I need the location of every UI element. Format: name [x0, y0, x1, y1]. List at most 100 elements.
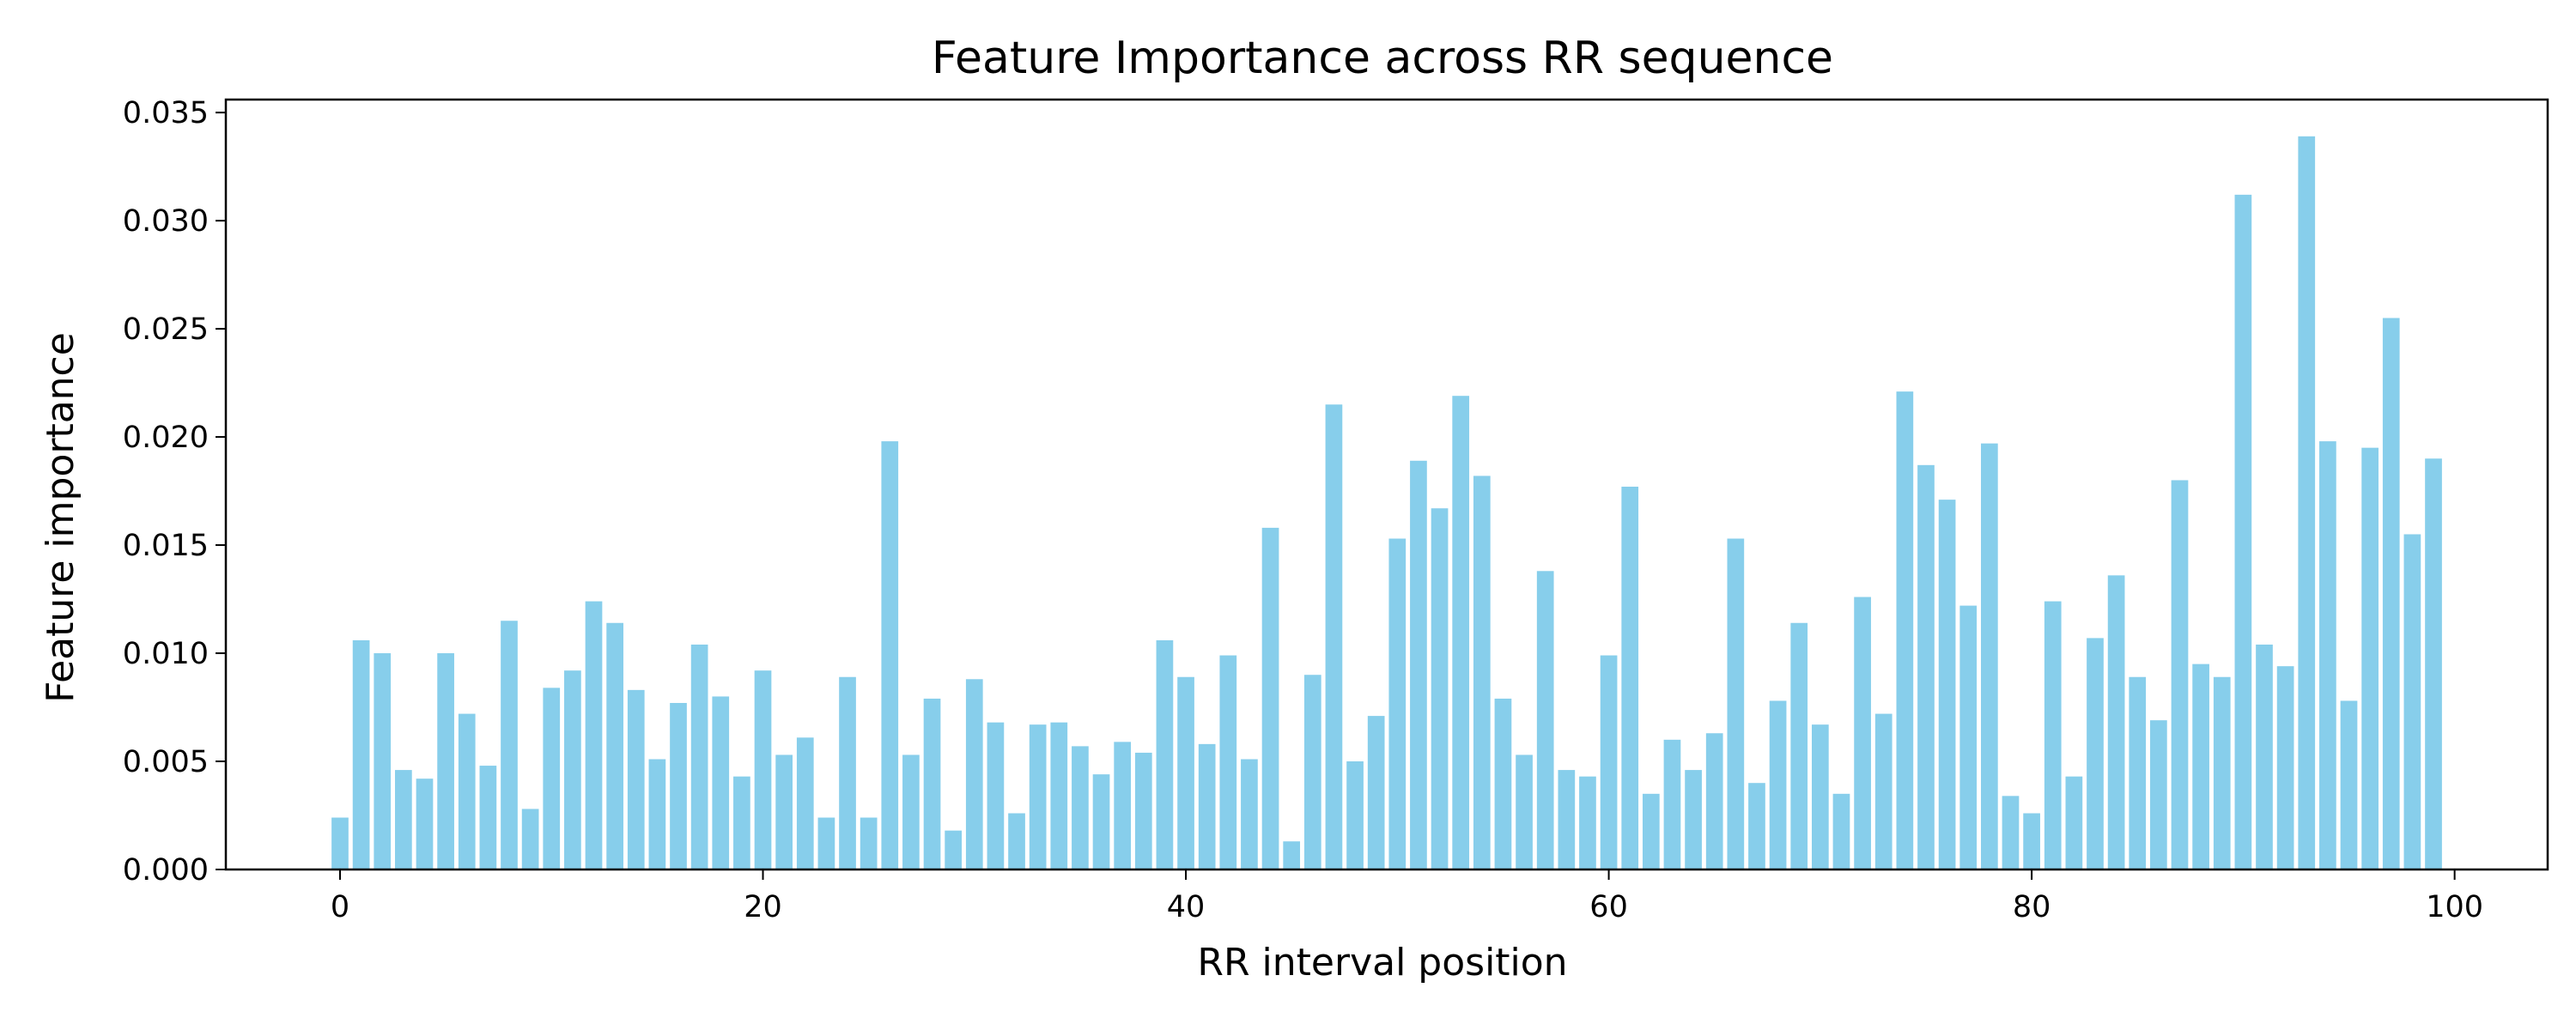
- bar-59: [1579, 776, 1596, 869]
- bar-88: [2192, 663, 2209, 869]
- bar-81: [2044, 601, 2062, 869]
- bar-29: [945, 830, 963, 869]
- bar-89: [2213, 676, 2231, 869]
- bar-43: [1241, 759, 1258, 869]
- bar-15: [648, 759, 666, 869]
- bar-7: [479, 766, 497, 869]
- bar-38: [1134, 752, 1152, 869]
- bar-76: [1938, 500, 1956, 869]
- bar-85: [2129, 676, 2147, 869]
- bar-2: [374, 653, 392, 869]
- x-axis-ticks: 0 20 40 60 80 100: [331, 869, 2483, 924]
- bar-51: [1410, 460, 1427, 869]
- bar-27: [902, 754, 920, 869]
- y-tick-label: 0.030: [123, 204, 209, 239]
- bar-97: [2382, 318, 2400, 869]
- bar-83: [2087, 638, 2104, 869]
- bar-39: [1156, 639, 1174, 869]
- bar-9: [521, 809, 539, 869]
- bar-79: [2002, 796, 2020, 869]
- bar-11: [564, 670, 581, 869]
- bar-80: [2023, 813, 2040, 869]
- x-tick-label: 0: [331, 890, 349, 924]
- bar-37: [1114, 742, 1132, 869]
- bar-56: [1516, 754, 1533, 869]
- bar-26: [881, 441, 899, 869]
- bar-58: [1558, 770, 1576, 869]
- bar-31: [987, 722, 1005, 869]
- bar-46: [1303, 675, 1321, 869]
- bar-99: [2425, 458, 2442, 869]
- bar-17: [690, 644, 708, 869]
- x-tick-label: 100: [2426, 890, 2483, 924]
- bar-67: [1748, 783, 1765, 869]
- bar-33: [1029, 724, 1047, 869]
- bar-12: [585, 601, 603, 869]
- bar-5: [437, 653, 454, 869]
- bar-98: [2403, 534, 2421, 869]
- bar-54: [1473, 476, 1491, 869]
- bar-65: [1705, 733, 1723, 869]
- x-tick-label: 40: [1167, 890, 1206, 924]
- bar-71: [1832, 793, 1850, 869]
- y-tick-label: 0.020: [123, 421, 209, 455]
- y-tick-label: 0.010: [123, 637, 209, 671]
- bar-22: [796, 737, 814, 869]
- bar-34: [1050, 722, 1068, 869]
- bar-14: [627, 689, 645, 869]
- bar-20: [754, 670, 772, 869]
- bar-49: [1367, 716, 1385, 869]
- bar-35: [1072, 746, 1089, 869]
- bar-23: [817, 817, 835, 869]
- bar-28: [923, 698, 941, 869]
- bar-63: [1663, 739, 1681, 869]
- bar-24: [839, 676, 856, 869]
- bar-73: [1874, 713, 1893, 869]
- bar-87: [2171, 480, 2189, 869]
- bar-1: [352, 639, 370, 869]
- bar-92: [2276, 666, 2294, 869]
- bar-78: [1981, 443, 1998, 869]
- y-tick-label: 0.000: [123, 853, 209, 888]
- bar-36: [1092, 774, 1110, 869]
- bar-30: [965, 679, 983, 869]
- y-tick-label: 0.035: [123, 96, 209, 130]
- y-tick-label: 0.005: [123, 745, 209, 779]
- bar-66: [1727, 538, 1745, 869]
- bar-82: [2065, 776, 2083, 869]
- y-tick-label: 0.025: [123, 312, 209, 347]
- bar-64: [1685, 770, 1702, 869]
- bar-53: [1452, 396, 1470, 869]
- bar-42: [1219, 655, 1237, 869]
- bar-55: [1494, 698, 1512, 869]
- bar-21: [775, 754, 793, 869]
- bar-16: [670, 702, 687, 869]
- bar-0: [331, 817, 349, 869]
- bar-91: [2256, 644, 2273, 869]
- bar-40: [1177, 676, 1194, 869]
- bar-57: [1536, 571, 1554, 869]
- y-axis-label: Feature importance: [39, 332, 82, 703]
- bar-60: [1600, 655, 1618, 869]
- bar-93: [2298, 136, 2316, 869]
- bar-90: [2234, 194, 2252, 869]
- bar-69: [1790, 622, 1808, 869]
- bar-48: [1346, 761, 1364, 869]
- bar-10: [543, 688, 561, 869]
- bar-18: [712, 696, 730, 869]
- bar-70: [1811, 724, 1829, 869]
- bar-77: [1959, 605, 1978, 869]
- x-tick-label: 80: [2013, 890, 2051, 924]
- chart-title: Feature Importance across RR sequence: [932, 33, 1833, 84]
- bar-74: [1896, 391, 1914, 869]
- bar-96: [2361, 447, 2379, 869]
- bar-72: [1854, 597, 1871, 869]
- bar-3: [395, 770, 412, 869]
- bar-45: [1283, 841, 1301, 869]
- bar-95: [2340, 700, 2358, 869]
- bars-group: [331, 136, 2442, 869]
- bar-6: [458, 713, 476, 869]
- bar-32: [1008, 813, 1025, 869]
- bar-50: [1388, 538, 1406, 869]
